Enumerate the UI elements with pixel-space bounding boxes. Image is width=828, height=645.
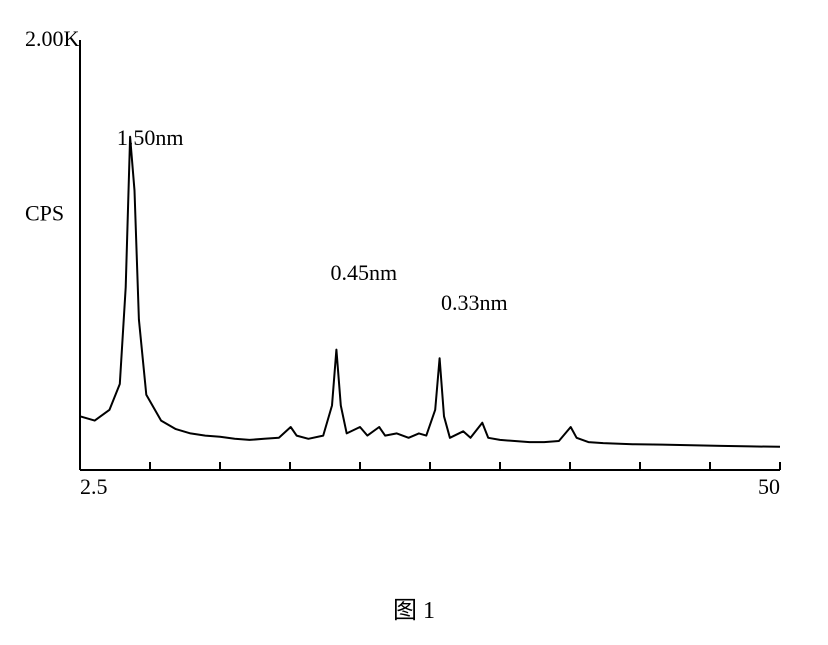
svg-text:50: 50: [758, 474, 780, 499]
svg-text:1.50nm: 1.50nm: [117, 125, 184, 150]
svg-text:0.33nm: 0.33nm: [441, 290, 508, 315]
figure-caption: 图 1: [20, 590, 808, 625]
svg-text:CPS: CPS: [25, 201, 64, 226]
svg-text:2.00K: 2.00K: [25, 26, 80, 51]
svg-text:2.5: 2.5: [80, 474, 108, 499]
svg-text:0.45nm: 0.45nm: [331, 260, 398, 285]
xrd-chart: 50 2.5 2.00K CPS 1.50nm 0.45nm 0.33nm: [20, 20, 808, 580]
chart-svg: 50 2.5 2.00K CPS 1.50nm 0.45nm 0.33nm: [20, 20, 808, 520]
